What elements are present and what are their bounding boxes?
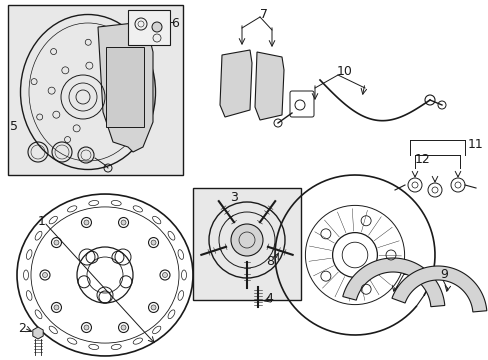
Text: 9: 9: [439, 268, 447, 281]
Text: 2: 2: [18, 322, 26, 335]
Circle shape: [54, 240, 59, 245]
Circle shape: [84, 325, 89, 330]
Bar: [128, 10, 170, 45]
Circle shape: [152, 22, 162, 32]
Circle shape: [151, 240, 156, 245]
Text: 5: 5: [10, 120, 18, 133]
Polygon shape: [220, 50, 251, 117]
Polygon shape: [391, 266, 486, 312]
Text: 12: 12: [414, 153, 430, 166]
Bar: [106, 47, 143, 127]
Circle shape: [42, 273, 47, 278]
Polygon shape: [254, 52, 284, 120]
Circle shape: [162, 273, 167, 278]
Text: 4: 4: [264, 292, 272, 305]
Text: 10: 10: [336, 65, 352, 78]
Bar: [193, 188, 301, 300]
Circle shape: [151, 305, 156, 310]
Text: 11: 11: [467, 138, 483, 151]
Text: 6: 6: [171, 17, 179, 30]
Text: 8: 8: [265, 255, 273, 268]
Circle shape: [230, 224, 263, 256]
Polygon shape: [342, 258, 444, 307]
Text: 1: 1: [38, 215, 46, 228]
Bar: [8, 5, 183, 175]
Text: 3: 3: [229, 191, 237, 204]
Circle shape: [121, 220, 126, 225]
Circle shape: [54, 305, 59, 310]
Polygon shape: [98, 22, 153, 152]
Circle shape: [121, 325, 126, 330]
Text: 7: 7: [260, 8, 267, 21]
Circle shape: [84, 220, 89, 225]
